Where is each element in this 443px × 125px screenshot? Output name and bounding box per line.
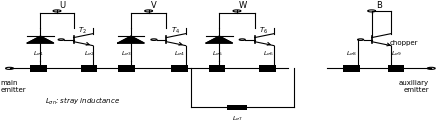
- Text: V: V: [151, 1, 156, 10]
- Polygon shape: [27, 36, 54, 43]
- FancyBboxPatch shape: [171, 65, 188, 72]
- Text: $T_2$: $T_2$: [78, 26, 87, 36]
- Text: auxiliary
emitter: auxiliary emitter: [399, 80, 429, 93]
- Text: $L_{\sigma1}$: $L_{\sigma1}$: [33, 49, 43, 58]
- Text: main
emitter: main emitter: [1, 80, 26, 93]
- FancyBboxPatch shape: [388, 65, 404, 72]
- Text: B: B: [376, 1, 382, 10]
- Text: $L_{\sigma6}$: $L_{\sigma6}$: [263, 49, 273, 58]
- FancyBboxPatch shape: [343, 65, 360, 72]
- FancyBboxPatch shape: [30, 65, 47, 72]
- Text: $L_{\sigma4}$: $L_{\sigma4}$: [174, 49, 185, 58]
- Text: $L_{\sigma3}$: $L_{\sigma3}$: [121, 49, 132, 58]
- FancyBboxPatch shape: [209, 65, 225, 72]
- Polygon shape: [206, 36, 233, 43]
- Text: U: U: [59, 1, 65, 10]
- Text: $L_{\sigma n}$: stray inductance: $L_{\sigma n}$: stray inductance: [45, 96, 120, 107]
- FancyBboxPatch shape: [81, 65, 97, 72]
- FancyBboxPatch shape: [227, 105, 247, 110]
- Polygon shape: [118, 36, 144, 43]
- FancyBboxPatch shape: [118, 65, 135, 72]
- Text: $T_4$: $T_4$: [171, 26, 180, 36]
- Text: $L_{\sigma2}$: $L_{\sigma2}$: [84, 49, 94, 58]
- Text: chopper: chopper: [389, 40, 418, 46]
- Text: $T_6$: $T_6$: [259, 26, 268, 36]
- Text: $L_{\sigma 7}$: $L_{\sigma 7}$: [232, 114, 242, 123]
- Text: W: W: [239, 1, 247, 10]
- FancyBboxPatch shape: [260, 65, 276, 72]
- Text: $L_{\sigma5}$: $L_{\sigma5}$: [212, 49, 222, 58]
- Text: $L_{\sigma 9}$: $L_{\sigma 9}$: [391, 49, 401, 58]
- Text: $L_{\sigma 8}$: $L_{\sigma 8}$: [346, 49, 357, 58]
